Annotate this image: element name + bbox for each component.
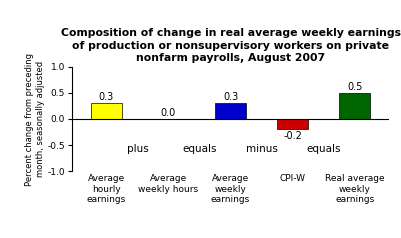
Bar: [91, 103, 122, 119]
Text: minus: minus: [246, 144, 277, 154]
Bar: [339, 93, 371, 119]
Bar: [277, 119, 308, 129]
Text: equals: equals: [182, 144, 217, 154]
Text: equals: equals: [306, 144, 341, 154]
Y-axis label: Percent change from preceding
month, seasonally adjusted: Percent change from preceding month, sea…: [25, 53, 45, 185]
Text: -0.2: -0.2: [283, 131, 302, 141]
Text: 0.0: 0.0: [161, 108, 176, 118]
Bar: [215, 103, 246, 119]
Text: 0.3: 0.3: [99, 92, 114, 102]
Text: 0.3: 0.3: [223, 92, 238, 102]
Text: plus: plus: [127, 144, 148, 154]
Title: Composition of change in real average weekly earnings
of production or nonsuperv: Composition of change in real average we…: [61, 28, 401, 63]
Text: 0.5: 0.5: [347, 81, 363, 92]
